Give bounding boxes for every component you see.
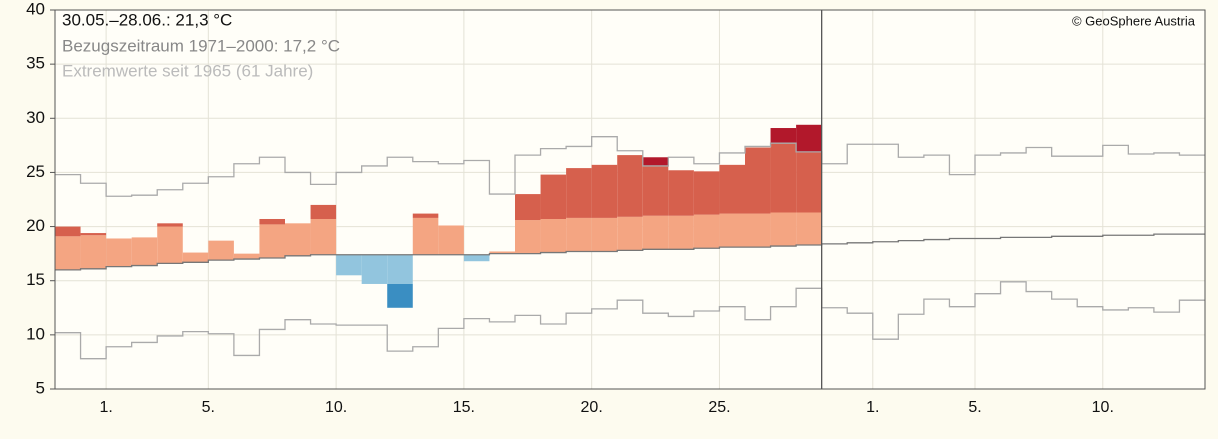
chart-subtitle: Bezugszeitraum 1971–2000: 17,2 °C <box>62 36 340 55</box>
anomaly-bar <box>591 164 618 218</box>
anomaly-bar <box>489 251 515 254</box>
x-tick-label: 25. <box>708 399 730 416</box>
chart-title: 30.05.–28.06.: 21,3 °C <box>62 10 232 29</box>
y-tick-label: 40 <box>26 0 45 18</box>
anomaly-bar <box>285 223 311 256</box>
anomaly-bar <box>310 204 337 219</box>
x-tick-label: 15. <box>453 399 475 416</box>
y-tick-label: 25 <box>26 162 45 181</box>
anomaly-bar <box>745 213 771 248</box>
anomaly-bar <box>693 214 720 249</box>
y-tick-label: 10 <box>26 324 45 343</box>
anomaly-bar <box>796 212 822 245</box>
anomaly-bar <box>55 226 81 237</box>
x-tick-label: 20. <box>581 399 603 416</box>
anomaly-bar <box>796 151 822 213</box>
anomaly-bar <box>106 238 132 267</box>
anomaly-bar <box>387 254 413 284</box>
anomaly-bar <box>668 215 694 250</box>
marks <box>55 10 1205 389</box>
anomaly-bar <box>591 217 618 252</box>
anomaly-bar <box>796 124 822 152</box>
anomaly-bar <box>131 237 158 266</box>
anomaly-bar <box>208 240 234 261</box>
anomaly-bar <box>642 165 669 216</box>
anomaly-bar <box>719 164 745 214</box>
anomaly-bar <box>719 213 745 248</box>
anomaly-bar <box>515 194 541 221</box>
anomaly-bar <box>157 223 183 227</box>
y-tick-label: 30 <box>26 108 45 127</box>
anomaly-bar <box>566 217 592 252</box>
x-tick-label: 5. <box>202 399 215 416</box>
anomaly-bar <box>540 218 567 253</box>
anomaly-bar <box>463 254 490 262</box>
anomaly-bar <box>617 216 643 251</box>
record-max-line <box>55 136 1205 197</box>
x-tick-label: 1. <box>866 399 879 416</box>
plot-frame <box>54 9 1206 390</box>
y-tick-label: 5 <box>36 378 45 397</box>
anomaly-bar <box>80 233 107 236</box>
anomaly-bar <box>770 143 797 213</box>
anomaly-bar <box>310 218 337 255</box>
anomaly-bar <box>770 128 797 144</box>
anomaly-bar <box>668 170 694 216</box>
anomaly-bar <box>412 217 439 255</box>
x-tick-label: 1. <box>99 399 112 416</box>
anomaly-bar <box>233 253 260 260</box>
anomaly-bar <box>157 226 183 264</box>
anomaly-bar <box>693 171 720 215</box>
anomaly-bar <box>387 283 413 308</box>
anomaly-bar <box>642 157 669 166</box>
y-tick-label: 20 <box>26 216 45 235</box>
anomaly-bar <box>540 174 567 219</box>
y-tick-label: 15 <box>26 270 45 289</box>
anomaly-bar <box>259 224 285 258</box>
anomaly-bar <box>438 225 464 255</box>
x-tick-label: 10. <box>325 399 347 416</box>
anomaly-bar <box>566 168 592 218</box>
record-min-line <box>55 281 1205 360</box>
anomaly-bar <box>80 235 107 269</box>
chart-note: Extremwerte seit 1965 (61 Jahre) <box>62 61 313 80</box>
anomaly-bar <box>412 213 439 218</box>
anomaly-bar <box>770 212 797 247</box>
credit: © GeoSphere Austria <box>1072 13 1196 28</box>
anomaly-bar <box>642 215 669 250</box>
anomaly-bar <box>617 155 643 217</box>
anomaly-bar <box>361 254 388 284</box>
anomaly-bar <box>515 220 541 254</box>
mean-line <box>55 233 1205 271</box>
x-tick-label: 10. <box>1092 399 1114 416</box>
x-tick-label: 5. <box>968 399 981 416</box>
y-tick-label: 35 <box>26 54 45 73</box>
anomaly-bar <box>336 254 362 276</box>
anomaly-bar <box>259 218 285 225</box>
anomaly-bar <box>55 236 81 270</box>
anomaly-bar <box>745 147 771 214</box>
anomaly-bar <box>182 252 209 263</box>
